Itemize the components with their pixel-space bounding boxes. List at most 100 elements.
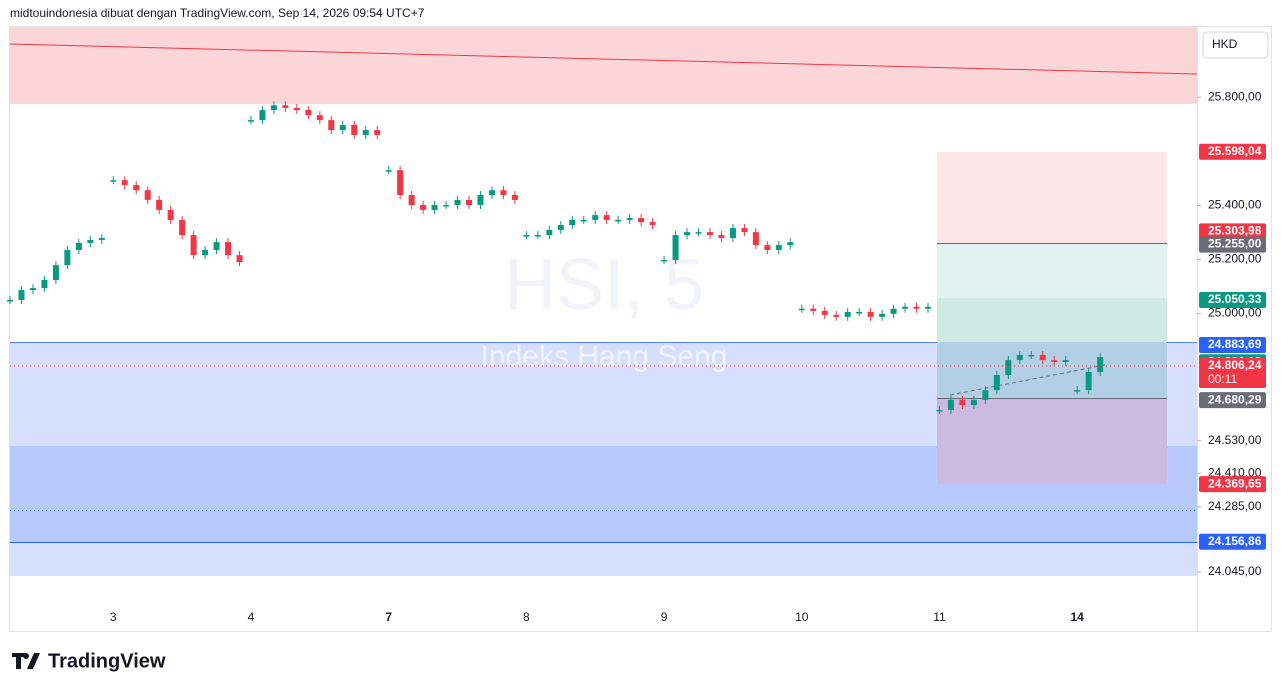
price-label: 25.598,04 [1208,144,1262,158]
candle [293,107,300,111]
candle [133,185,140,191]
candle [18,290,25,301]
price-label: 24.680,29 [1208,392,1262,406]
candle [534,235,541,237]
candle [580,219,587,222]
candle [787,242,794,246]
candle [615,219,622,222]
price-label-box [1199,291,1266,308]
currency: HKD [1212,37,1238,51]
y-tick-label: 25.400,00 [1208,198,1262,212]
watermark-title: HSI, 5 [504,245,704,325]
price-label-box [1199,236,1266,253]
price-label: 24.156,86 [1208,534,1262,548]
candle [1028,354,1035,357]
candle [167,209,174,220]
loss-zone [937,398,1167,484]
x-tick-label: 8 [523,610,530,624]
resistance-zone [10,27,1197,104]
candle [890,308,897,314]
candle [982,390,989,400]
candle [408,195,415,206]
price-label: 24.806,24 [1208,358,1262,372]
candle [1039,354,1046,361]
candle [695,232,702,234]
tool-line [949,364,1106,396]
candle [443,205,450,207]
price-label-box [1199,358,1266,389]
price-label-box [1199,476,1266,493]
candle [661,259,668,262]
price-label-box [1199,533,1266,550]
candle [741,228,748,233]
x-tick-label: 10 [795,610,809,624]
candle [374,130,381,135]
candle [649,222,656,226]
candle [902,306,909,309]
profit-zone [937,243,1167,298]
profit-zone [937,298,1167,342]
candle [316,115,323,121]
candle [110,180,117,182]
candle [351,124,358,135]
candle [385,170,392,172]
candle [397,170,404,196]
candle [775,245,782,250]
candle [259,110,266,121]
candle [913,306,920,309]
candle [925,306,931,309]
header: midtouindonesia dibuat dengan TradingVie… [10,6,425,20]
candle [305,110,312,116]
target-zone [937,152,1167,243]
candle [454,199,461,206]
candle [1074,390,1081,392]
candle [959,399,966,406]
y-tick-label: 24.285,00 [1208,499,1262,513]
candle [844,311,851,317]
y-tick-label: 25.000,00 [1208,306,1262,320]
candle [557,225,564,230]
candle [569,219,576,226]
candle [282,105,289,108]
candle [626,218,633,220]
candle [1051,360,1058,363]
currency-box[interactable] [1202,31,1269,59]
candle [500,190,507,196]
candle [764,245,771,250]
candle [270,105,277,111]
candle [993,375,1000,391]
candle [947,399,954,410]
candle [121,180,128,186]
candle [87,239,94,243]
candle [339,124,346,131]
candle [798,308,805,311]
candle [821,310,828,315]
candle [1097,357,1104,373]
profit-zone [937,342,1167,398]
candle [638,218,645,223]
price-label-box [1199,337,1266,354]
candle [190,235,197,256]
x-tick-label: 4 [248,610,255,624]
candle [511,195,518,200]
candle [29,288,36,291]
candle [1062,360,1069,363]
candle [718,235,725,239]
price-label-box [1199,223,1266,240]
price-label-box [1199,143,1266,160]
candle [236,255,243,263]
x-tick-label: 11 [933,610,946,624]
candle [1005,360,1012,376]
candle [810,308,817,311]
candle [144,190,151,200]
x-tick-label: 9 [661,610,668,624]
price-label: 25.303,98 [1208,223,1262,237]
price-label: 24.883,69 [1208,337,1262,351]
y-tick-label: 24.045,00 [1208,564,1262,578]
candle [729,228,736,239]
support-zone-low [10,543,1197,576]
x-tick-label: 3 [110,610,117,624]
candle [477,195,484,206]
candle [856,311,863,314]
